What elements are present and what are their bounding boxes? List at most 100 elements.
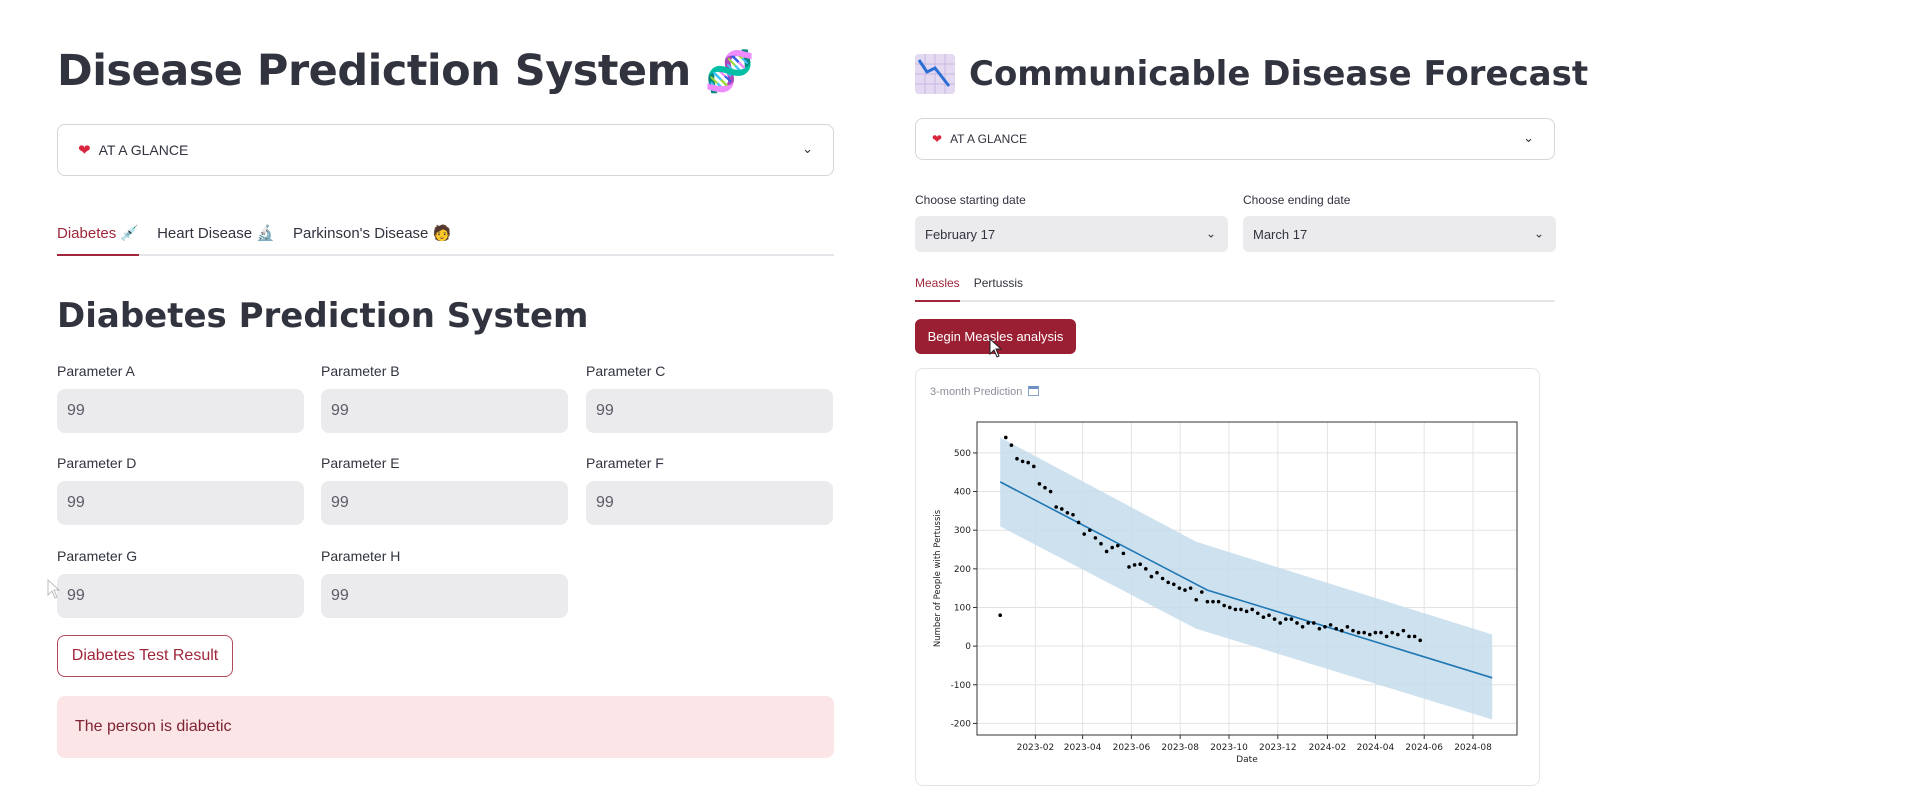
prediction-card: 3-month Prediction 500 400 300 200 100 0 -100 -… bbox=[915, 368, 1540, 786]
card-title-text: 3-month Prediction bbox=[930, 386, 1023, 398]
tab-parkinsons-label: Parkinson's Disease bbox=[292, 225, 429, 242]
data-point bbox=[1065, 511, 1070, 515]
param-d-input[interactable]: 99 bbox=[57, 481, 304, 525]
param-b-field: Parameter B 99 bbox=[321, 363, 568, 433]
tab-diabetes-label: Diabetes bbox=[57, 225, 117, 242]
param-h-input[interactable]: 99 bbox=[321, 574, 568, 618]
menu-select-value: AT A GLANCE bbox=[98, 142, 189, 158]
data-point bbox=[1026, 460, 1030, 465]
param-a-input[interactable]: 99 bbox=[57, 389, 304, 433]
data-point bbox=[1323, 625, 1327, 629]
param-d-label: Parameter D bbox=[57, 455, 137, 471]
y-tick-label: 200 bbox=[954, 565, 971, 575]
result-message: The person is diabetic bbox=[75, 718, 232, 735]
mouse-cursor-icon bbox=[989, 338, 1003, 358]
tab-heart-disease[interactable]: Heart Disease 🔬 bbox=[157, 224, 275, 254]
x-tick-label: 2024-04 bbox=[1357, 743, 1395, 753]
data-point bbox=[1373, 630, 1378, 635]
data-point bbox=[1278, 621, 1282, 625]
data-point bbox=[1200, 590, 1204, 594]
y-tick-label: 500 bbox=[954, 449, 971, 459]
data-point bbox=[1384, 634, 1389, 639]
forecast-tabs: Measles Pertussis bbox=[915, 276, 1555, 302]
data-point bbox=[1351, 628, 1355, 633]
heart-icon: ❤ bbox=[932, 132, 943, 146]
forecast-menu-select[interactable]: ❤ AT A GLANCE ⌄ bbox=[915, 118, 1555, 160]
data-point bbox=[1379, 630, 1383, 635]
data-point bbox=[1401, 628, 1406, 633]
data-point bbox=[1216, 599, 1221, 604]
data-point bbox=[1289, 617, 1294, 621]
data-point bbox=[1099, 541, 1103, 546]
heart-icon: ❤ bbox=[78, 142, 91, 159]
data-point bbox=[1020, 459, 1025, 464]
param-g-field: Parameter G 99 bbox=[57, 548, 304, 618]
result-alert: The person is diabetic bbox=[57, 696, 834, 758]
param-a-label: Parameter A bbox=[57, 363, 135, 379]
chevron-down-icon: ⌄ bbox=[802, 141, 813, 157]
data-point bbox=[1015, 456, 1019, 461]
param-c-field: Parameter C 99 bbox=[586, 363, 833, 433]
syringe-icon: 💉 bbox=[120, 225, 140, 242]
param-g-input[interactable]: 99 bbox=[57, 574, 304, 618]
data-point bbox=[1340, 628, 1344, 633]
data-point bbox=[1228, 605, 1232, 610]
data-point bbox=[1088, 528, 1092, 532]
param-g-label: Parameter G bbox=[57, 548, 138, 564]
data-point bbox=[1211, 599, 1215, 604]
x-tick-label: 2024-02 bbox=[1309, 743, 1347, 753]
param-e-input[interactable]: 99 bbox=[321, 481, 568, 525]
data-point bbox=[1306, 621, 1310, 625]
dna-icon: 🧬 bbox=[704, 49, 755, 95]
chevron-down-icon: ⌄ bbox=[1523, 130, 1534, 146]
data-point bbox=[1127, 565, 1131, 569]
tab-diabetes[interactable]: Diabetes 💉 bbox=[57, 224, 140, 256]
data-point bbox=[1060, 507, 1064, 511]
param-c-input[interactable]: 99 bbox=[586, 389, 833, 433]
app-title: Disease Prediction System 🧬 bbox=[57, 46, 755, 96]
param-b-input[interactable]: 99 bbox=[321, 389, 568, 433]
data-point bbox=[1407, 634, 1411, 639]
tab-parkinsons-disease[interactable]: Parkinson's Disease 🧑 bbox=[293, 224, 451, 254]
tab-measles[interactable]: Measles bbox=[915, 276, 960, 302]
data-point bbox=[1032, 464, 1036, 469]
disease-tabs: Diabetes 💉 Heart Disease 🔬 Parkinson's D… bbox=[57, 224, 834, 256]
data-point bbox=[1418, 638, 1422, 643]
param-f-label: Parameter F bbox=[586, 455, 664, 471]
data-point bbox=[1244, 609, 1249, 614]
menu-select[interactable]: ❤ AT A GLANCE ⌄ bbox=[57, 124, 834, 176]
data-point bbox=[1071, 512, 1075, 517]
data-point bbox=[1149, 574, 1154, 579]
app-title-text: Disease Prediction System bbox=[57, 46, 691, 96]
data-point bbox=[1317, 626, 1322, 631]
start-date-value: February 17 bbox=[925, 226, 996, 242]
data-point bbox=[1009, 443, 1014, 447]
x-tick-label: 2023-04 bbox=[1064, 743, 1102, 753]
data-point bbox=[1261, 615, 1266, 619]
data-point bbox=[1250, 607, 1254, 612]
data-point bbox=[1172, 582, 1176, 587]
data-point bbox=[1334, 626, 1338, 631]
data-point bbox=[1004, 435, 1008, 440]
end-date-select[interactable]: March 17 ⌄ bbox=[1243, 216, 1556, 252]
data-point bbox=[1267, 613, 1271, 618]
data-point bbox=[1166, 580, 1170, 585]
param-f-input[interactable]: 99 bbox=[586, 481, 833, 525]
data-point bbox=[1284, 617, 1288, 621]
tab-heart-disease-label: Heart Disease bbox=[157, 225, 253, 242]
forecast-line bbox=[999, 481, 1493, 679]
calendar-icon bbox=[1028, 386, 1040, 396]
data-point bbox=[1116, 543, 1120, 548]
data-point bbox=[1121, 551, 1126, 556]
forecast-chart: 500 400 300 200 100 0 -100 -200 2023-02 2023-04 20… bbox=[933, 421, 1518, 765]
x-tick-label: 2023-08 bbox=[1161, 743, 1199, 753]
param-f-field: Parameter F 99 bbox=[586, 455, 833, 525]
x-tick-label: 2023-02 bbox=[1017, 743, 1055, 753]
data-point bbox=[1239, 607, 1243, 612]
x-axis-label: Date bbox=[1236, 755, 1258, 765]
person-icon: 🧑 bbox=[432, 225, 452, 242]
start-date-select[interactable]: February 17 ⌄ bbox=[915, 216, 1228, 252]
param-c-label: Parameter C bbox=[586, 363, 666, 379]
diabetes-test-result-button[interactable]: Diabetes Test Result bbox=[57, 635, 233, 677]
tab-pertussis[interactable]: Pertussis bbox=[973, 276, 1024, 290]
